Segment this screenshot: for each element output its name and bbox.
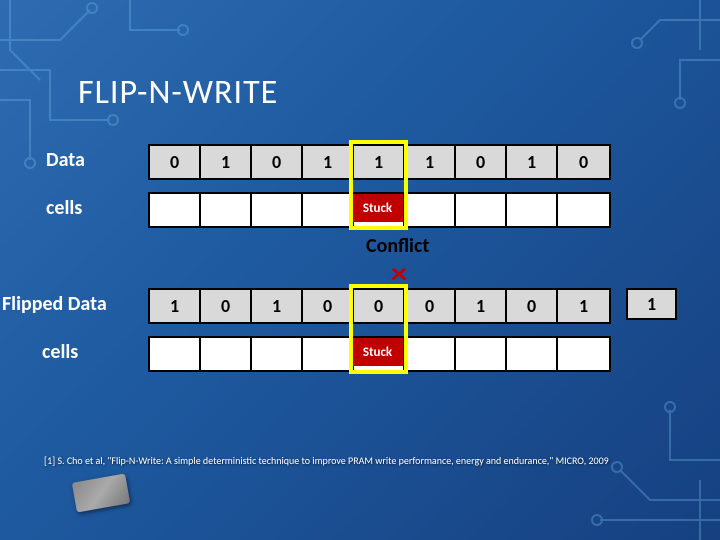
- table-cell: 1: [507, 146, 558, 178]
- label-flipped-data: Flipped Data: [2, 292, 107, 316]
- label-cells-2: cells: [42, 340, 78, 364]
- table-cell: [201, 338, 252, 370]
- table-cell: 1: [456, 290, 507, 322]
- slide-title: FLIP-N-WRITE: [78, 72, 278, 113]
- table-cell: [201, 194, 252, 226]
- table-cell: [252, 338, 303, 370]
- table-cell: [150, 194, 201, 226]
- table-cell: 0: [405, 290, 456, 322]
- chip-icon: [72, 474, 130, 513]
- table-cell: [558, 194, 609, 226]
- table-cell: [303, 194, 354, 226]
- table-cell: 0: [252, 146, 303, 178]
- table-cell: 1: [303, 146, 354, 178]
- table-cell: 1: [201, 146, 252, 178]
- highlight-box-2: [349, 284, 408, 374]
- table-cell: 1: [558, 290, 609, 322]
- table-cell: 0: [558, 146, 609, 178]
- highlight-box-1: [349, 140, 408, 230]
- table-cell: 0: [303, 290, 354, 322]
- table-cell: [252, 194, 303, 226]
- label-data: Data: [46, 148, 85, 172]
- table-cell: 1: [252, 290, 303, 322]
- table-cell: [558, 338, 609, 370]
- table-cell: 0: [507, 290, 558, 322]
- table-cell: [456, 338, 507, 370]
- conflict-label: Conflict: [366, 234, 429, 258]
- table-cell: [456, 194, 507, 226]
- table-cell: [405, 338, 456, 370]
- flip-bit-cell: 1: [626, 288, 677, 320]
- table-cell: [303, 338, 354, 370]
- flip-bit-value: 1: [647, 293, 656, 315]
- table-cell: [507, 194, 558, 226]
- table-cell: [150, 338, 201, 370]
- table-cell: 0: [150, 146, 201, 178]
- label-cells-1: cells: [46, 196, 82, 220]
- table-cell: [507, 338, 558, 370]
- table-cell: 0: [201, 290, 252, 322]
- table-cell: 0: [456, 146, 507, 178]
- table-cell: 1: [150, 290, 201, 322]
- table-cell: 1: [405, 146, 456, 178]
- citation-text: [1] S. Cho et al, "Flip-N-Write: A simpl…: [44, 454, 684, 467]
- table-cell: [405, 194, 456, 226]
